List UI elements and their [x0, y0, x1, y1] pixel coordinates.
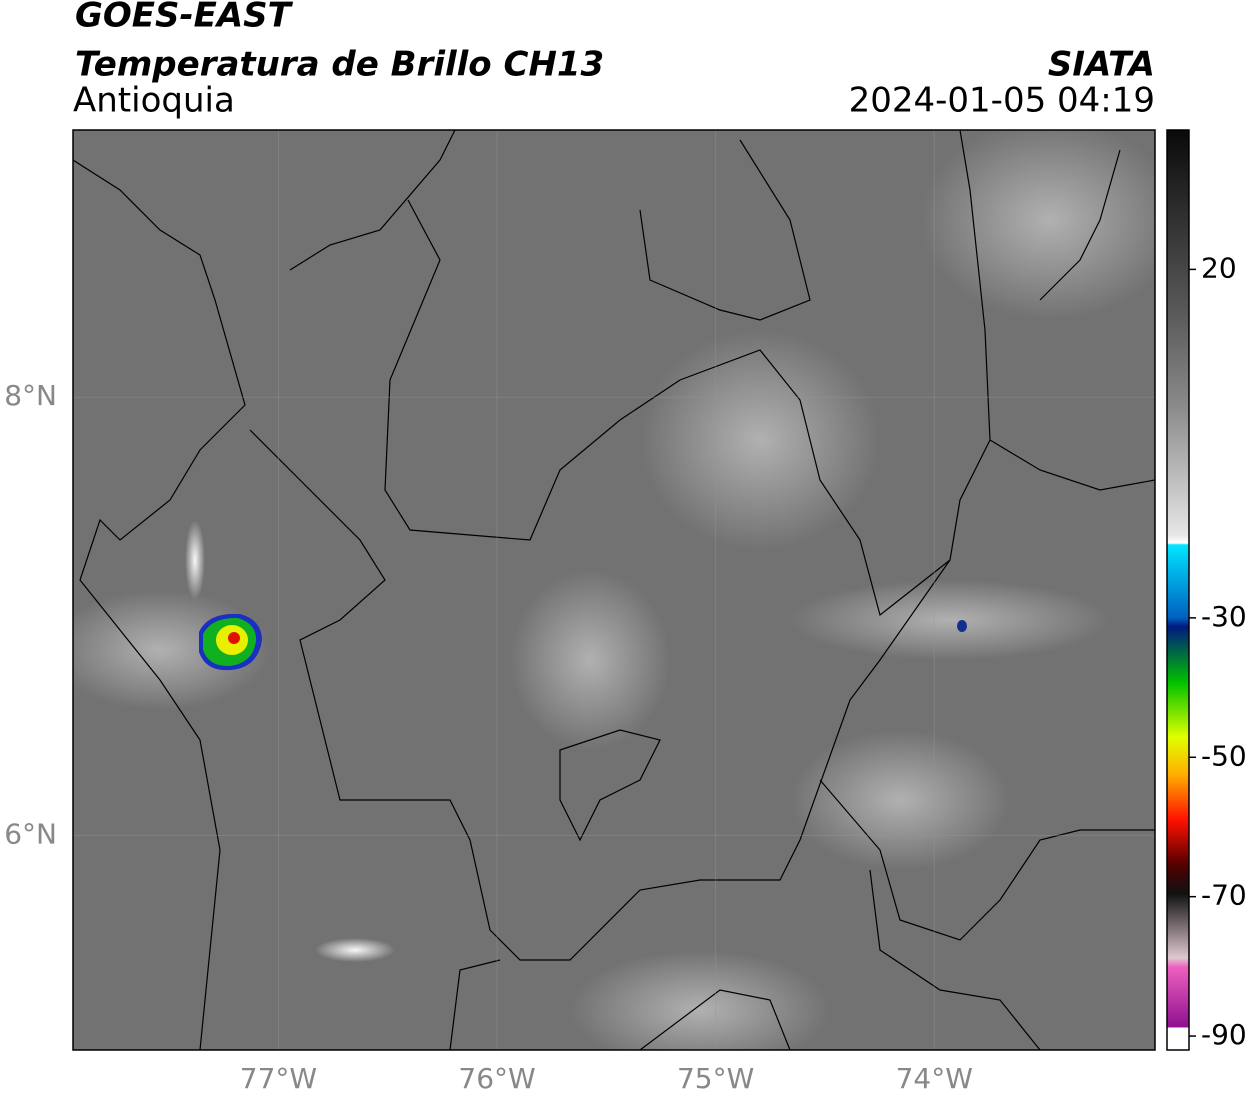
- x-tick-label: 77°W: [240, 1062, 317, 1095]
- border: [249, 130, 991, 961]
- x-tick-label: 75°W: [677, 1062, 754, 1095]
- cloud: [570, 950, 830, 1050]
- map-frame: [72, 129, 1156, 1051]
- cloud: [640, 330, 880, 550]
- border: [989, 439, 1155, 491]
- coastline: [73, 159, 246, 1050]
- storm: [228, 632, 240, 644]
- border: [449, 869, 1041, 1050]
- datetime: 2024-01-05 04:19: [849, 81, 1155, 121]
- border: [639, 139, 811, 321]
- x-tick-label: 76°W: [458, 1062, 535, 1095]
- colorbar-label: -70: [1201, 879, 1247, 912]
- y-tick-label: 8°N: [4, 379, 57, 412]
- border: [819, 779, 1155, 941]
- cloud: [790, 730, 1010, 870]
- satellite: GOES-EAST: [75, 0, 294, 36]
- colorbar: [1166, 129, 1190, 1051]
- cloud: [185, 520, 205, 600]
- border: [559, 729, 661, 842]
- x-tick-label: 74°W: [896, 1062, 973, 1095]
- region: Antioquia: [73, 81, 235, 121]
- cloud: [315, 938, 395, 962]
- border: [384, 199, 951, 617]
- y-tick-label: 6°N: [4, 817, 57, 850]
- colorbar-label: 20: [1201, 251, 1237, 284]
- cloud: [790, 580, 1110, 660]
- colorbar-label: -50: [1201, 739, 1247, 772]
- border: [1039, 149, 1121, 301]
- graticule: [73, 130, 1155, 1050]
- colorbar-label: -90: [1201, 1018, 1247, 1051]
- agency: SIATA: [1048, 45, 1155, 85]
- storm: [957, 620, 967, 632]
- product: Temperatura de Brillo CH13: [75, 45, 604, 85]
- colorbar-label: -30: [1201, 600, 1247, 633]
- cloud: [510, 570, 670, 750]
- coastline: [289, 130, 456, 271]
- map: [73, 130, 1155, 1050]
